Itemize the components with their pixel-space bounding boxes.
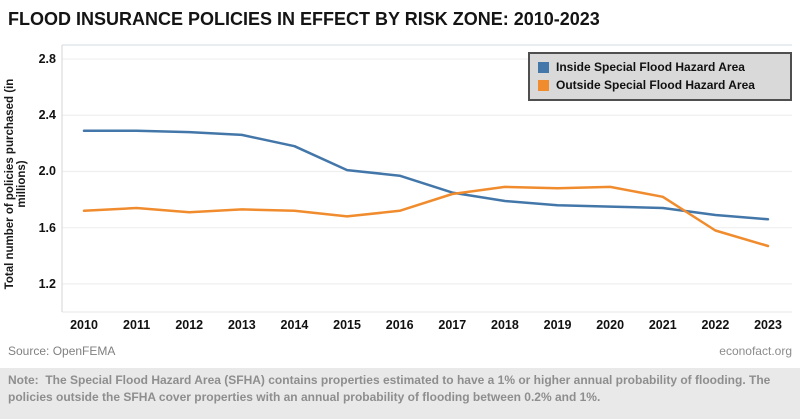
series-line-0 bbox=[82, 129, 770, 221]
x-tick-label: 2011 bbox=[123, 318, 151, 332]
x-tick-label: 2012 bbox=[175, 318, 204, 332]
legend-item-outside-sfha: Outside Special Flood Hazard Area bbox=[538, 76, 782, 94]
x-tick-label: 2016 bbox=[385, 318, 414, 332]
y-tick-label: 2.8 bbox=[38, 52, 56, 67]
series-line-1 bbox=[82, 185, 770, 248]
y-tick-label: 1.6 bbox=[38, 220, 56, 235]
x-tick-label: 2020 bbox=[596, 318, 625, 332]
x-tick-label: 2015 bbox=[333, 318, 361, 332]
x-tick-label: 2022 bbox=[701, 318, 730, 332]
legend-swatch-outside-icon bbox=[538, 79, 549, 91]
note-text: Note: The Special Flood Hazard Area (SFH… bbox=[8, 373, 774, 404]
line-chart-plot bbox=[61, 44, 792, 313]
x-tick-label: 2018 bbox=[491, 318, 519, 332]
x-tick-label: 2017 bbox=[438, 318, 467, 332]
x-tick-label: 2019 bbox=[543, 318, 572, 332]
chart-title: FLOOD INSURANCE POLICIES IN EFFECT BY RI… bbox=[8, 9, 600, 29]
x-tick-label: 2014 bbox=[280, 318, 309, 332]
econofact-link[interactable]: econofact.org bbox=[719, 344, 792, 358]
x-tick-label: 2021 bbox=[648, 318, 677, 332]
legend-label-inside: Inside Special Flood Hazard Area bbox=[556, 60, 745, 74]
legend-label-outside: Outside Special Flood Hazard Area bbox=[556, 78, 755, 92]
x-tick-label: 2023 bbox=[754, 318, 782, 332]
y-tick-label: 1.2 bbox=[38, 276, 56, 291]
x-tick-label: 2013 bbox=[227, 318, 256, 332]
legend-item-inside-sfha: Inside Special Flood Hazard Area bbox=[538, 58, 782, 76]
y-tick-label: 2.0 bbox=[38, 164, 56, 179]
source-credit: Source: OpenFEMA bbox=[8, 344, 116, 358]
y-tick-label: 2.4 bbox=[38, 108, 56, 123]
x-tick-label: 2010 bbox=[70, 318, 98, 332]
legend-swatch-inside-icon bbox=[538, 61, 549, 73]
chart-legend: Inside Special Flood Hazard Area Outside… bbox=[528, 52, 792, 101]
y-axis-label: Total number of policies purchased (in m… bbox=[4, 78, 28, 290]
note-band: Note: The Special Flood Hazard Area (SFH… bbox=[0, 368, 800, 419]
